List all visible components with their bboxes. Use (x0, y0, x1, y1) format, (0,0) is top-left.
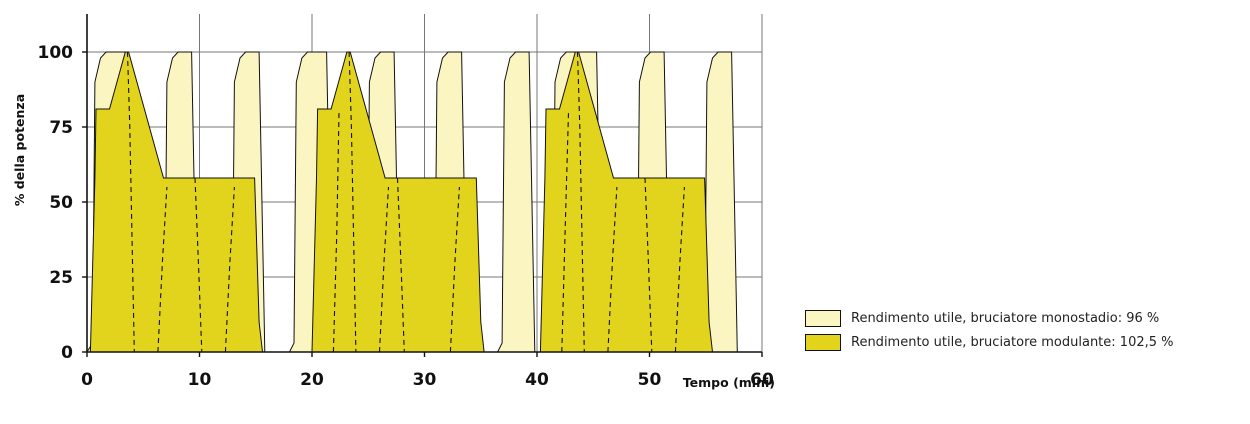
legend: Rendimento utile, bruciatore monostadio:… (805, 306, 1174, 354)
monostadio-cycle-6 (496, 51, 536, 353)
legend-label-modulante: Rendimento utile, bruciatore modulante: … (851, 334, 1174, 350)
y-tick-label-1: 25 (49, 268, 73, 288)
y-axis-label: % della potenza (12, 94, 27, 206)
x-tick-labels: 0 10 20 30 40 50 60 (81, 370, 774, 390)
dashed-line-2 (194, 177, 203, 353)
y-tick-label-2: 50 (49, 193, 73, 213)
x-tick-label-5: 50 (638, 370, 662, 390)
modulante-cycle-2 (539, 51, 714, 353)
dashed-line-7 (396, 177, 405, 353)
modulante-series (89, 51, 714, 353)
dashed-line-1 (157, 186, 168, 353)
x-tick-label-4: 40 (525, 370, 549, 390)
modulante-cycle-1 (311, 51, 485, 353)
dashed-line-6 (378, 186, 390, 353)
y-tick-labels: 0 25 50 75 100 (38, 43, 74, 363)
legend-swatch-monostadio (805, 309, 841, 327)
dashed-line-5 (332, 111, 340, 353)
y-tick-label-0: 0 (61, 343, 73, 363)
x-tick-label-0: 0 (81, 370, 93, 390)
dashed-line-4 (348, 51, 357, 353)
legend-item-monostadio: Rendimento utile, bruciatore monostadio:… (805, 306, 1174, 330)
dashed-line-8 (449, 186, 460, 353)
x-tick-label-3: 30 (413, 370, 437, 390)
dashed-line-9 (576, 51, 585, 353)
y-tick-label-3: 75 (49, 118, 73, 138)
legend-swatch-modulante (805, 333, 841, 351)
x-tick-label-6: 60 (750, 370, 774, 390)
x-tick-label-1: 10 (188, 370, 212, 390)
axes (82, 14, 763, 357)
dashed-lines (126, 51, 685, 353)
dashed-line-11 (607, 186, 618, 353)
dashed-line-13 (674, 186, 685, 353)
x-axis-label: Tempo (mini) (683, 375, 775, 390)
legend-item-modulante: Rendimento utile, bruciatore modulante: … (805, 330, 1174, 354)
dashed-line-12 (644, 177, 653, 353)
y-tick-label-4: 100 (38, 43, 74, 63)
modulante-cycle-0 (89, 51, 264, 353)
dashed-line-10 (561, 111, 570, 353)
dashed-line-0 (126, 51, 135, 353)
x-tick-label-2: 20 (300, 370, 324, 390)
legend-label-monostadio: Rendimento utile, bruciatore monostadio:… (851, 310, 1160, 326)
dashed-line-3 (224, 186, 235, 353)
